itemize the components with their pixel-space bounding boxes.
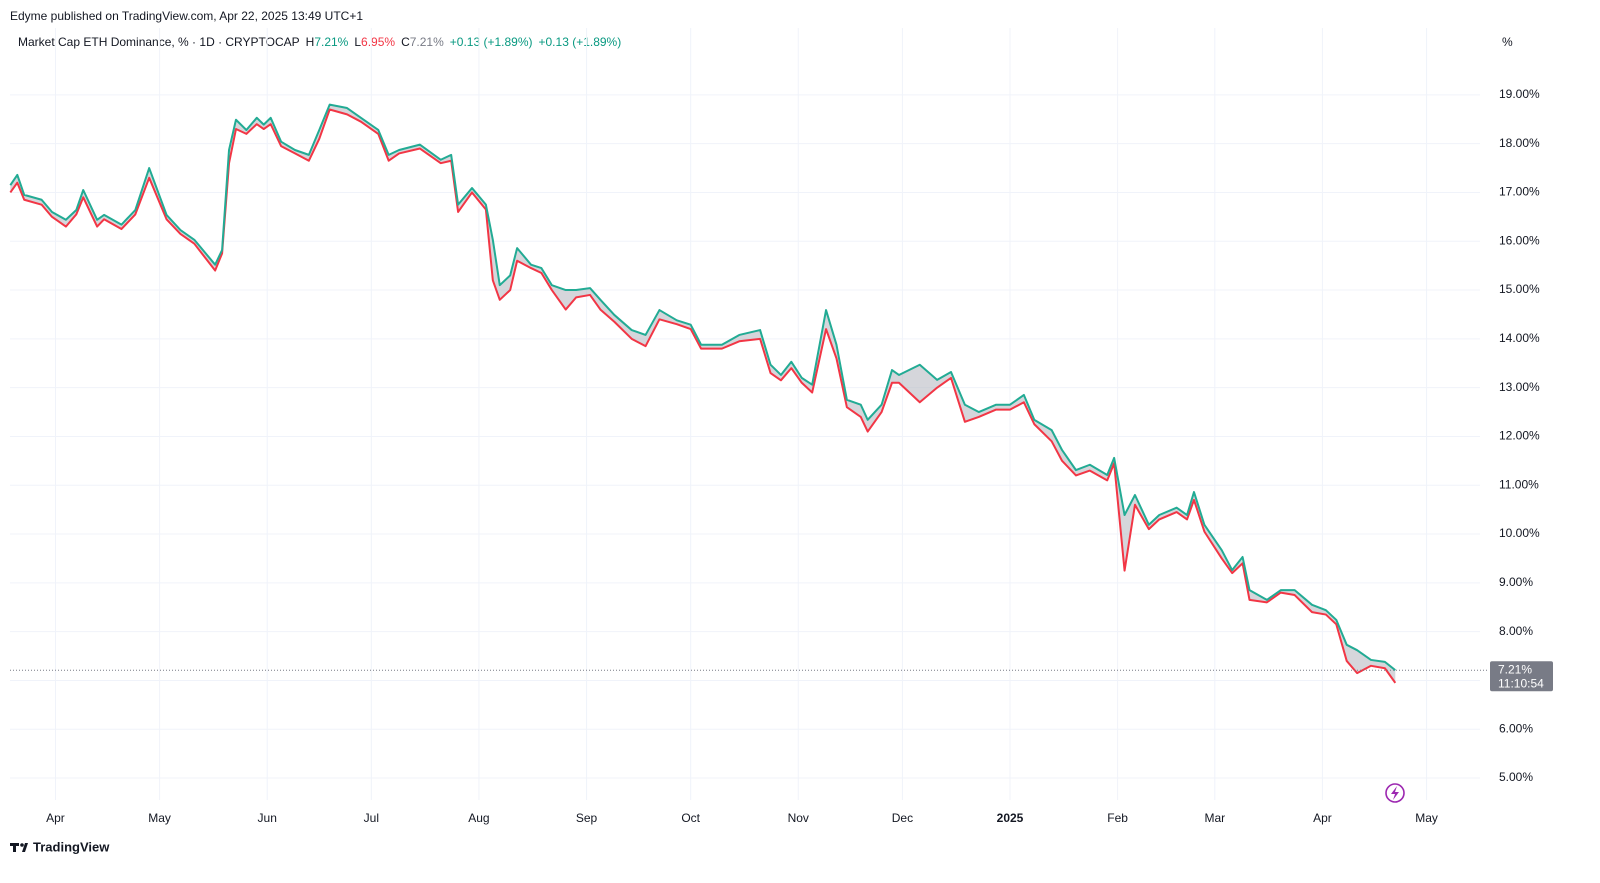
legend: Market Cap ETH Dominance, % · 1D · CRYPT…	[18, 35, 621, 49]
y-tick-label: 10.00%	[1499, 526, 1540, 540]
y-tick-label: 6.00%	[1499, 721, 1533, 735]
x-tick-label: Sep	[576, 811, 598, 825]
countdown: 11:10:54	[1498, 676, 1544, 690]
grid	[10, 28, 1480, 800]
h-label: H	[306, 35, 315, 49]
y-tick-label: 19.00%	[1499, 87, 1540, 101]
y-tick-label: 11.00%	[1499, 477, 1539, 491]
y-tick-label: 15.00%	[1499, 282, 1540, 296]
change: +0.13 (+1.89%)	[539, 35, 622, 49]
x-tick-label: Jun	[258, 811, 277, 825]
x-tick-label: Jul	[364, 811, 379, 825]
x-tick-label: Apr	[46, 811, 65, 825]
x-tick-label: Feb	[1107, 811, 1128, 825]
y-tick-label: 9.00%	[1499, 575, 1533, 589]
y-tick-label: 5.00%	[1499, 770, 1533, 784]
h-value: 7.21%	[314, 35, 348, 49]
y-tick-label: 8.00%	[1499, 624, 1533, 638]
price-line	[9, 108, 1397, 684]
c-value: 7.21%	[410, 35, 444, 49]
change: +0.13 (+1.89%)	[450, 35, 533, 49]
publisher-line: Edyme published on TradingView.com, Apr …	[10, 9, 363, 23]
c-label: C	[401, 35, 410, 49]
l-value: 6.95%	[361, 35, 395, 49]
y-tick-label: 17.00%	[1499, 185, 1540, 199]
price-line	[9, 103, 1396, 671]
x-tick-label: Apr	[1313, 811, 1332, 825]
x-tick-label: May	[1415, 811, 1438, 825]
x-tick-label: 2025	[997, 811, 1024, 825]
x-tick-label: Dec	[892, 811, 913, 825]
y-tick-label: 14.00%	[1499, 331, 1540, 345]
x-tick-label: Aug	[468, 811, 489, 825]
alert-icon[interactable]	[1385, 783, 1405, 803]
x-tick-label: Oct	[681, 811, 700, 825]
last-price-box	[1490, 661, 1553, 692]
plot	[9, 103, 1488, 684]
y-tick-label: 16.00%	[1499, 233, 1540, 247]
axis-unit: %	[1502, 35, 1513, 49]
axis: 5.00%6.00%7.00%8.00%9.00%10.00%11.00%12.…	[46, 87, 1553, 825]
brand: TradingView	[33, 839, 110, 854]
y-tick-label: 12.00%	[1499, 429, 1540, 443]
y-tick-label: 13.00%	[1499, 380, 1540, 394]
x-tick-label: Mar	[1204, 811, 1225, 825]
brand-logo	[10, 843, 28, 852]
l-label: L	[354, 35, 361, 49]
last-price-label: 7.21%	[1498, 662, 1532, 676]
y-tick-label: 18.00%	[1499, 136, 1540, 150]
x-tick-label: Nov	[788, 811, 809, 825]
band-fill	[10, 104, 1396, 683]
symbol: Market Cap ETH Dominance, % · 1D · CRYPT…	[18, 35, 300, 49]
x-tick-label: May	[148, 811, 171, 825]
